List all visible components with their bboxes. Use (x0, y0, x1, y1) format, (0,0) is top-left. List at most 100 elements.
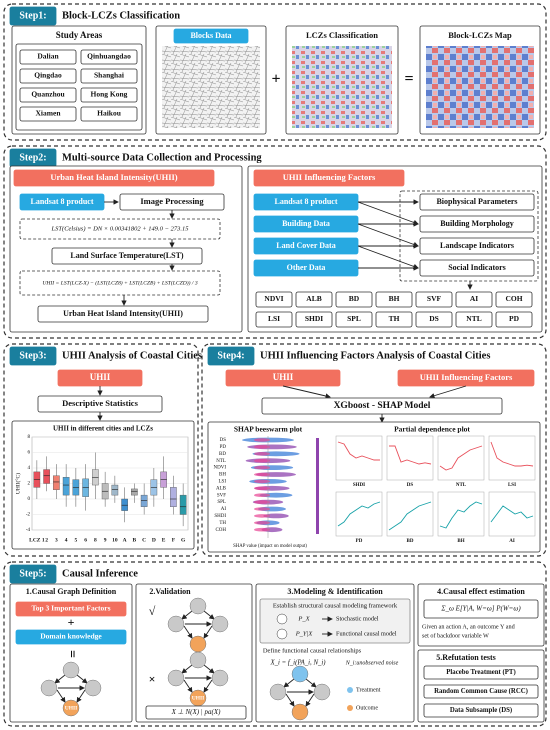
x-tick-label: 5 (75, 537, 78, 543)
pdp-line (490, 441, 534, 467)
label: Shanghai (94, 71, 124, 80)
box (19, 270, 221, 296)
label: Urban Heat Island Intensity(UHII) (50, 172, 177, 182)
pdp-frame (386, 491, 434, 537)
beeswarm-band (254, 458, 270, 463)
graph-node (189, 635, 207, 653)
arrow (181, 610, 193, 620)
section-title: Causal Inference (62, 568, 138, 579)
box (82, 478, 89, 497)
label: Other Data (287, 263, 326, 272)
label: × (149, 672, 156, 686)
box (295, 291, 333, 308)
label: 5.Refutation tests (436, 653, 496, 662)
label: UHII (192, 695, 205, 701)
x-tick-label: LCZ 1 (29, 537, 45, 543)
arrow (183, 625, 193, 639)
pdp-line (388, 501, 432, 531)
box (15, 629, 127, 645)
beeswarm-band (254, 472, 270, 477)
label: Quanzhou (31, 90, 64, 99)
label: Σ_ω E[Y|A, W=ω] P(W=ω) (440, 605, 521, 613)
feature-label: SPL (217, 500, 226, 505)
y-tick-label: 4 (28, 466, 31, 471)
label: Xiamen (36, 109, 62, 118)
map-image (426, 46, 534, 128)
label: UHII (65, 705, 78, 711)
label: X_i = f_i(PA_i, N_i) (269, 660, 326, 667)
label: COH (505, 294, 522, 303)
label: set of backdoor variable W (422, 632, 489, 639)
label: Land Cover Data (276, 241, 335, 250)
box (295, 311, 333, 328)
beeswarm-band (254, 438, 270, 442)
label: P_X (297, 615, 310, 622)
label: Partial dependence plot (394, 425, 470, 434)
label: Land Surface Temperature(LST) (70, 251, 184, 260)
x-tick-label: 6 (84, 537, 87, 543)
graph-node (313, 683, 331, 701)
step-badge-text: Step5: (19, 568, 46, 579)
arrow (76, 689, 86, 703)
arrow (357, 245, 419, 269)
box (43, 469, 50, 484)
label: Image Processing (140, 196, 204, 206)
label: Establish structural causal modeling fra… (273, 602, 398, 609)
axis-title: UHII(°C) (14, 473, 21, 494)
x-tick-label: 10 (112, 537, 118, 543)
feature-label: NTL (216, 459, 226, 464)
label: NTL (466, 314, 481, 323)
box (37, 305, 209, 323)
section-title: UHII Influencing Factors Analysis of Coa… (260, 350, 490, 361)
label: PD (509, 314, 520, 323)
label: UHII Influencing Factors (420, 372, 513, 382)
feature-label: BH (219, 473, 226, 478)
arrow (357, 201, 419, 225)
label: Random Common Cause (RCC) (434, 688, 528, 695)
feature-label: NDVI (214, 466, 227, 471)
city-box (19, 49, 77, 65)
legend-marker (347, 705, 353, 711)
box (495, 291, 533, 308)
label: TH (389, 314, 400, 323)
box (62, 477, 70, 496)
label: LCZs Classification (306, 30, 378, 40)
label: Qinhuangdao (87, 52, 131, 61)
arrow (305, 678, 317, 688)
city-box (80, 87, 138, 103)
y-tick-label: 6 (28, 451, 31, 456)
box (51, 247, 203, 265)
city-box (80, 68, 138, 84)
label: XGboost - SHAP Model (334, 401, 431, 411)
label: LST(Celsius) = DN × 0.00341802 + 149.0 −… (51, 225, 190, 232)
pdp-line (337, 501, 381, 527)
label: X ⊥ N(X) | pa(X) (171, 708, 222, 716)
label: UHII in different cities and LCZs (53, 425, 153, 433)
box (253, 169, 405, 187)
box (423, 684, 539, 699)
pdp-label: PD (356, 539, 363, 544)
label: N_i:unobserved noise (345, 660, 399, 666)
box (173, 28, 249, 44)
x-tick-label: 3 (55, 537, 58, 543)
box (121, 498, 128, 511)
arrow (54, 674, 66, 684)
beeswarm-band (254, 514, 270, 518)
label: BH (389, 294, 400, 303)
pdp-frame (335, 491, 383, 537)
arrow (203, 679, 213, 693)
graph-node (211, 615, 229, 633)
label: Stochastic model (336, 615, 379, 622)
label: UHII Influencing Factors (283, 172, 376, 182)
feature-label: BD (219, 452, 226, 457)
label: Descriptive Statistics (62, 398, 138, 408)
x-tick-label: 8 (94, 537, 97, 543)
city-box (19, 87, 77, 103)
label: Functional causal model (336, 630, 397, 637)
label: SHDI (305, 314, 323, 323)
label: LSI (268, 314, 280, 323)
city-box (19, 68, 77, 84)
box (455, 291, 493, 308)
pdp-label: SHDI (353, 483, 365, 488)
label: Urban Heat Island Intensity(UHII) (63, 309, 183, 318)
